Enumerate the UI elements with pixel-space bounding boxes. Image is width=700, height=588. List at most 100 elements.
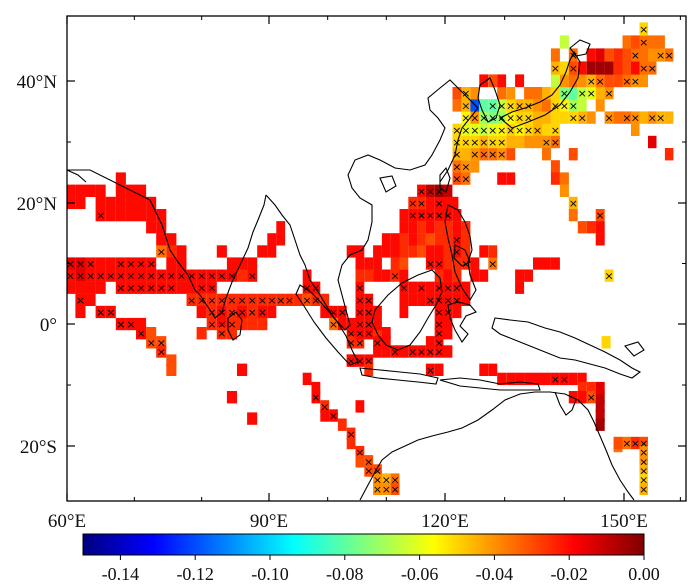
significance-marker: × (656, 49, 665, 62)
heatmap-cell (105, 257, 116, 270)
heatmap-cell (586, 221, 596, 234)
heatmap-cell (470, 123, 480, 136)
heatmap-cell (524, 123, 533, 136)
significance-marker: × (639, 446, 648, 459)
heatmap-cell (136, 327, 147, 340)
heatmap-cell (595, 61, 605, 75)
significance-marker: × (488, 124, 497, 137)
heatmap-cell (105, 209, 116, 222)
heatmap-cell (613, 48, 623, 62)
heatmap-cell (559, 99, 569, 112)
heatmap-cell (434, 363, 444, 376)
heatmap-cell (533, 257, 542, 270)
significance-marker: × (417, 197, 426, 210)
coastlines (67, 39, 645, 501)
x-tick-label: 150°E (600, 511, 648, 532)
coastline-carpentaria (554, 391, 577, 416)
significance-marker: × (515, 124, 524, 137)
heatmap-cell (417, 209, 426, 222)
y-tick-label: 20°S (20, 437, 57, 458)
heatmap-cell (355, 445, 365, 459)
heatmap-cell (506, 99, 516, 112)
heatmap-cell (95, 184, 106, 197)
significance-marker: × (434, 197, 443, 210)
heatmap-cell (156, 245, 167, 258)
significance-marker: × (76, 294, 85, 307)
heatmap-cell (559, 172, 569, 185)
heatmap-cell (622, 61, 631, 75)
heatmap-cell (425, 184, 435, 197)
heatmap-cell (390, 233, 400, 246)
heatmap-cell (577, 74, 587, 88)
heatmap-cell (216, 269, 227, 282)
heatmap-cell (355, 269, 365, 282)
significance-marker: × (136, 327, 145, 340)
heatmap-cell (125, 281, 136, 294)
significance-marker: × (237, 294, 246, 307)
heatmap-cell (461, 221, 471, 234)
significance-marker: × (373, 336, 382, 349)
heatmap-cell (524, 269, 533, 282)
significance-marker: × (506, 99, 515, 112)
heatmap-cell (237, 269, 248, 282)
significance-marker: × (355, 294, 364, 307)
heatmap-cell (586, 87, 596, 100)
heatmap-cell (443, 209, 453, 222)
significance-marker: × (569, 197, 578, 210)
significance-marker: × (452, 294, 461, 307)
significance-marker: × (452, 136, 461, 149)
heatmap-cell (196, 293, 207, 306)
heatmap-cell (166, 281, 177, 294)
significance-marker: × (569, 99, 578, 112)
significance-marker: × (426, 294, 435, 307)
heatmap-cell (443, 317, 453, 331)
heatmap-cell (115, 196, 126, 210)
heatmap-cell (452, 305, 462, 319)
significance-marker: × (604, 87, 613, 100)
heatmap-cell (434, 317, 444, 331)
heatmap-cell (95, 196, 106, 210)
heatmap-cell (550, 372, 560, 386)
heatmap-cell (452, 209, 462, 222)
heatmap-cell (595, 400, 605, 413)
heatmap-cell (136, 317, 147, 331)
significance-marker: × (355, 355, 364, 368)
heatmap-cell (586, 48, 596, 62)
coastline-philippines-islands (453, 244, 471, 267)
significance-marker: × (551, 99, 560, 112)
heatmap-cell (417, 345, 426, 358)
heatmap-cell (488, 363, 498, 376)
significance-marker: × (560, 99, 569, 112)
heatmap-cell (586, 391, 596, 404)
heatmap-cell (425, 281, 435, 294)
heatmap-cell (613, 61, 623, 75)
heatmap-cell (639, 74, 648, 88)
significance-marker: × (417, 346, 426, 359)
heatmap-cell (399, 245, 409, 258)
heatmap-cell (425, 196, 435, 210)
heatmap-cell (452, 123, 462, 136)
heatmap-cell (67, 184, 76, 197)
heatmap-cell (449, 196, 459, 210)
heatmap-cell (146, 257, 157, 270)
significance-marker: × (364, 318, 373, 331)
heatmap-cell (67, 269, 76, 282)
heatmap-cell (434, 245, 444, 258)
significance-marker: × (639, 483, 648, 496)
heatmap-cell (196, 327, 207, 340)
heatmap-cell (311, 391, 321, 404)
heatmap-cell (75, 305, 86, 319)
significance-marker: × (470, 124, 479, 137)
heatmap-cell (622, 436, 631, 450)
heatmap-cell (381, 473, 391, 486)
significance-marker: × (434, 336, 443, 349)
coastline-korea (477, 77, 501, 123)
heatmap-cell (568, 209, 578, 222)
significance-marker: × (355, 446, 364, 459)
heatmap-cell (373, 269, 382, 282)
heatmap-cell (542, 99, 551, 112)
coastline-sunda (439, 377, 541, 391)
heatmap-cell (550, 257, 560, 270)
significance-marker: × (364, 306, 373, 319)
significance-marker: × (461, 173, 470, 186)
